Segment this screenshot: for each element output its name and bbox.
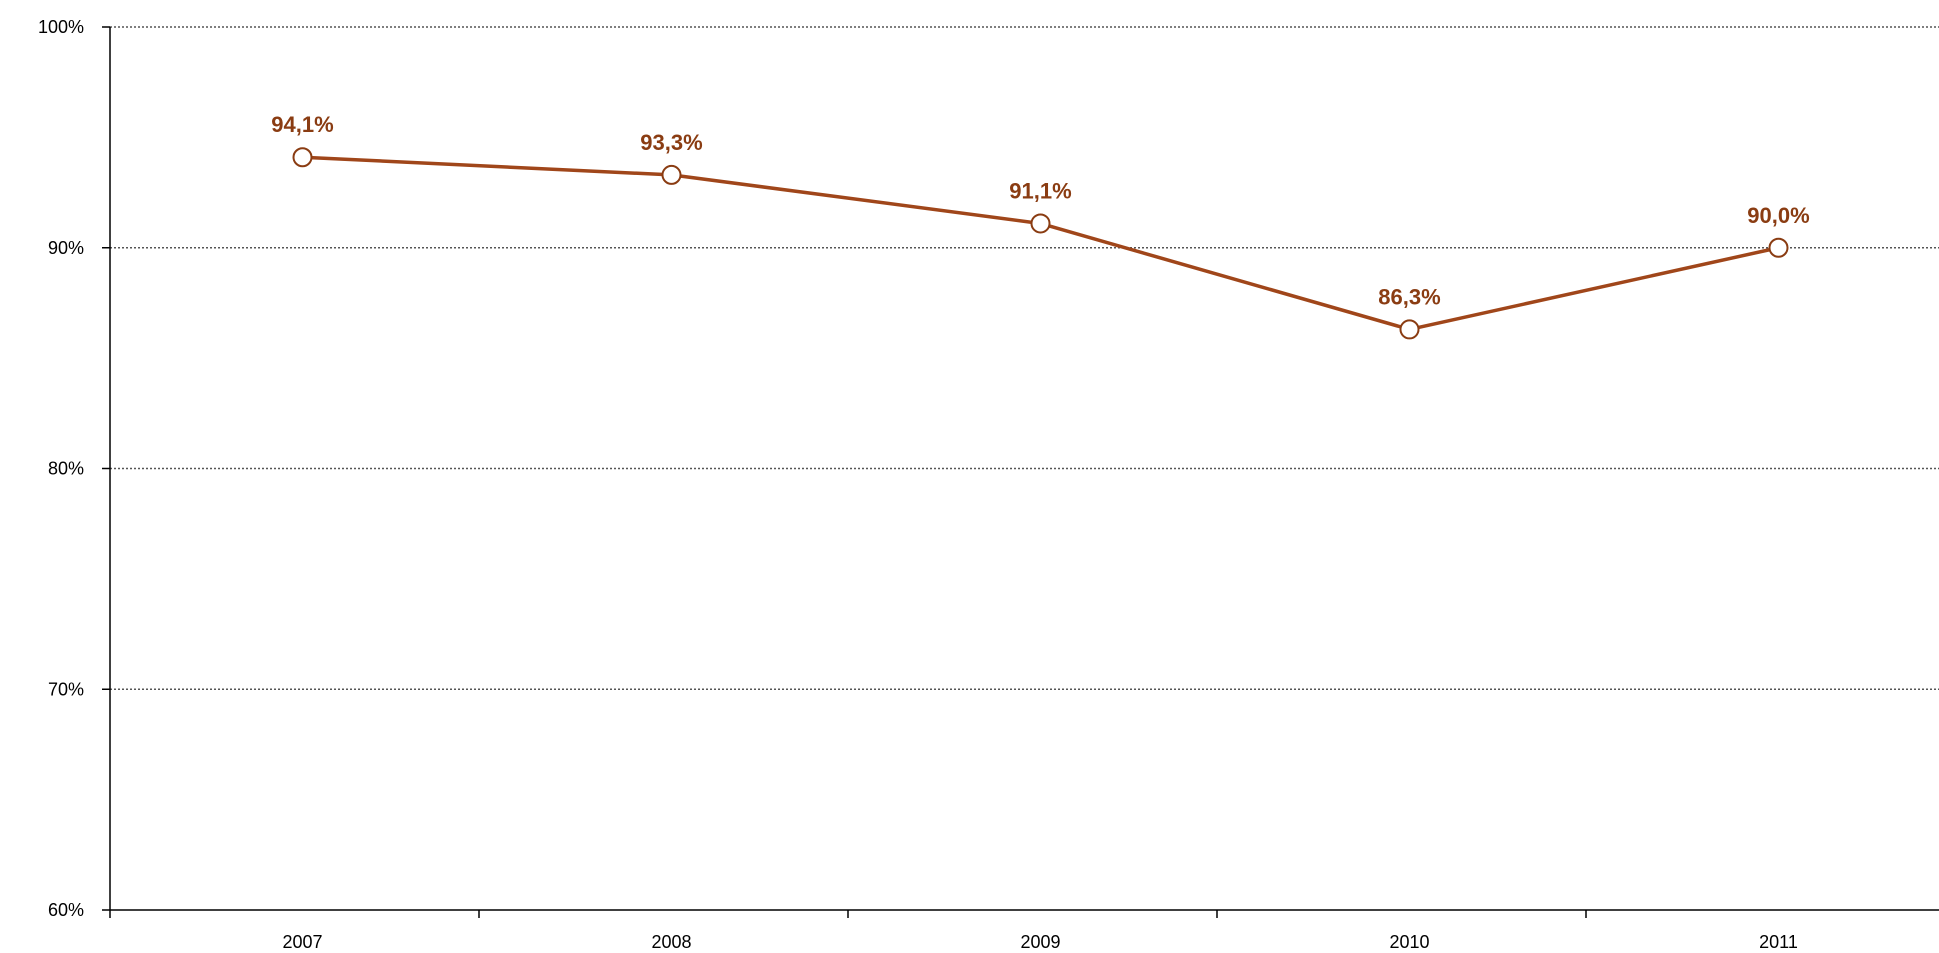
y-tick-label: 60% [48, 900, 84, 920]
x-axis-ticks: 2007 2008 2009 2010 2011 [109, 910, 1798, 952]
data-label: 90,0% [1747, 203, 1809, 228]
data-point [1768, 237, 1789, 258]
x-tick-label: 2011 [1759, 932, 1798, 952]
x-tick-label: 2009 [1020, 932, 1060, 952]
data-point [1399, 319, 1420, 340]
x-tick-label: 2008 [651, 932, 691, 952]
series [292, 147, 1789, 340]
data-point [292, 147, 313, 168]
data-labels: 94,1% 93,3% 91,1% 86,3% 90,0% [271, 112, 1809, 309]
data-label: 93,3% [640, 130, 702, 155]
y-tick-label: 70% [48, 679, 84, 699]
data-point [661, 164, 682, 185]
y-tick-label: 80% [48, 459, 84, 479]
y-tick-label: 90% [48, 238, 84, 258]
data-point [1030, 213, 1051, 234]
data-label: 86,3% [1378, 284, 1440, 309]
data-label: 91,1% [1009, 178, 1071, 203]
data-label: 94,1% [271, 112, 333, 137]
x-tick-label: 2010 [1389, 932, 1429, 952]
x-tick-label: 2007 [282, 932, 322, 952]
y-tick-label: 100% [38, 17, 84, 37]
gridlines [110, 26, 1939, 690]
y-axis-ticks: 60% 70% 80% 90% 100% [38, 17, 110, 920]
